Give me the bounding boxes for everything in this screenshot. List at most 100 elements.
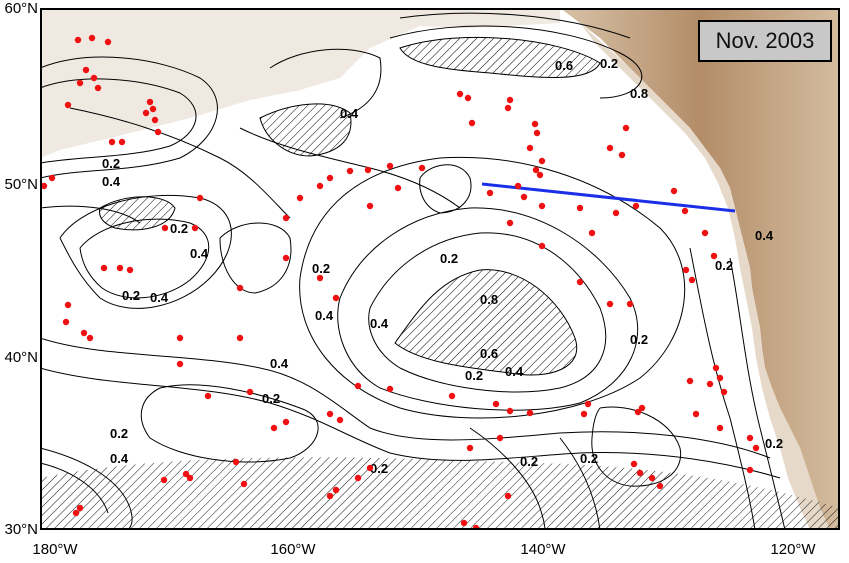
station-layer bbox=[40, 34, 760, 530]
station-dot bbox=[232, 458, 240, 466]
station-dot bbox=[394, 184, 402, 192]
contour-label: 0.2 bbox=[170, 221, 188, 236]
station-dot bbox=[701, 229, 709, 237]
contour-line bbox=[299, 156, 686, 419]
station-dot bbox=[681, 207, 689, 215]
station-dot bbox=[386, 385, 394, 393]
station-dot bbox=[514, 182, 522, 190]
contour-label: 0.2 bbox=[765, 436, 783, 451]
station-dot bbox=[316, 274, 324, 282]
station-dot bbox=[468, 119, 476, 127]
contour-line bbox=[337, 207, 639, 411]
contour-label: 0.4 bbox=[315, 308, 334, 323]
station-dot bbox=[82, 66, 90, 74]
map-panel: 0.2 0.4 0.2 0.4 0.2 0.4 0.8 0.6 0.4 0.2 0.2 0.4 0.2 0… bbox=[40, 8, 840, 530]
station-dot bbox=[710, 252, 718, 260]
station-dot bbox=[154, 128, 162, 136]
station-dot bbox=[176, 360, 184, 368]
station-dot bbox=[116, 264, 124, 272]
station-dot bbox=[576, 204, 584, 212]
station-dot bbox=[692, 410, 700, 418]
contour-label: 0.2 bbox=[110, 426, 128, 441]
contour-label: 0.2 bbox=[312, 261, 330, 276]
station-dot bbox=[638, 404, 646, 412]
contour-label: 0.2 bbox=[520, 454, 538, 469]
station-dot bbox=[196, 194, 204, 202]
station-dot bbox=[526, 409, 534, 417]
contour-label: 0.4 bbox=[505, 364, 524, 379]
lon-label-120w: 120°W bbox=[770, 541, 816, 558]
station-dot bbox=[538, 157, 546, 165]
station-dot bbox=[526, 144, 534, 152]
contour-line bbox=[69, 107, 291, 219]
station-dot bbox=[538, 202, 546, 210]
station-dot bbox=[504, 492, 512, 500]
station-dot bbox=[648, 474, 656, 482]
station-dot bbox=[720, 388, 728, 396]
station-dot bbox=[686, 377, 694, 385]
contour-label-layer: 0.20.40.20.40.2 0.4 0.80.60.40.20.20.40.20… bbox=[102, 56, 783, 476]
contour-label: 0.8 bbox=[480, 292, 498, 307]
station-dot bbox=[584, 400, 592, 408]
lat-label-30n: 30°N bbox=[4, 521, 38, 538]
transect-line bbox=[481, 182, 736, 213]
station-dot bbox=[160, 476, 168, 484]
contour-line bbox=[40, 56, 218, 179]
station-dot bbox=[108, 138, 116, 146]
station-dot bbox=[626, 300, 634, 308]
lon-label-180w: 180°W bbox=[32, 541, 78, 558]
station-dot bbox=[716, 374, 724, 382]
map-border bbox=[40, 8, 840, 530]
station-dot bbox=[86, 334, 94, 342]
station-dot bbox=[204, 392, 212, 400]
station-dot bbox=[104, 38, 112, 46]
station-dot bbox=[161, 224, 169, 232]
contour-line bbox=[399, 12, 631, 39]
contour-line bbox=[419, 164, 472, 214]
station-dot bbox=[448, 392, 456, 400]
station-dot bbox=[126, 266, 134, 274]
station-dot bbox=[64, 101, 72, 109]
station-dot bbox=[670, 187, 678, 195]
hatched-region-aleutian bbox=[259, 103, 352, 157]
contour-label: 0.4 bbox=[110, 451, 129, 466]
station-dot bbox=[282, 214, 290, 222]
station-dot bbox=[688, 276, 696, 284]
station-dot bbox=[326, 174, 334, 182]
contour-line bbox=[40, 367, 781, 479]
station-dot bbox=[176, 334, 184, 342]
station-dot bbox=[364, 166, 372, 174]
station-dot bbox=[486, 189, 494, 197]
contour-line bbox=[269, 48, 382, 119]
station-dot bbox=[296, 194, 304, 202]
station-dot bbox=[418, 164, 426, 172]
contour-label: 0.2 bbox=[370, 461, 388, 476]
contour-label: 0.2 bbox=[630, 332, 648, 347]
contour-label: 0.2 bbox=[440, 251, 458, 266]
station-dot bbox=[746, 434, 754, 442]
contour-line bbox=[40, 337, 771, 459]
station-dot bbox=[186, 474, 194, 482]
hatched-region-central bbox=[394, 269, 578, 376]
station-dot bbox=[76, 79, 84, 87]
station-dot bbox=[332, 294, 340, 302]
contour-label: 0.6 bbox=[555, 58, 573, 73]
contour-label: 0.2 bbox=[715, 258, 733, 273]
station-dot bbox=[456, 90, 464, 98]
contour-label: 0.4 bbox=[755, 228, 774, 243]
station-dot bbox=[366, 202, 374, 210]
land-layer bbox=[40, 8, 840, 530]
contour-label: 0.4 bbox=[270, 356, 289, 371]
station-dot bbox=[149, 105, 157, 113]
station-dot bbox=[506, 96, 514, 104]
contour-label: 0.2 bbox=[122, 288, 140, 303]
contour-label: 0.4 bbox=[190, 246, 209, 261]
station-dot bbox=[316, 182, 324, 190]
contour-label: 0.4 bbox=[340, 106, 359, 121]
station-dot bbox=[332, 486, 340, 494]
station-dot bbox=[630, 460, 638, 468]
station-dot bbox=[64, 301, 72, 309]
station-dot bbox=[94, 84, 102, 92]
station-dot bbox=[716, 424, 724, 432]
hatched-region-south bbox=[40, 457, 840, 530]
